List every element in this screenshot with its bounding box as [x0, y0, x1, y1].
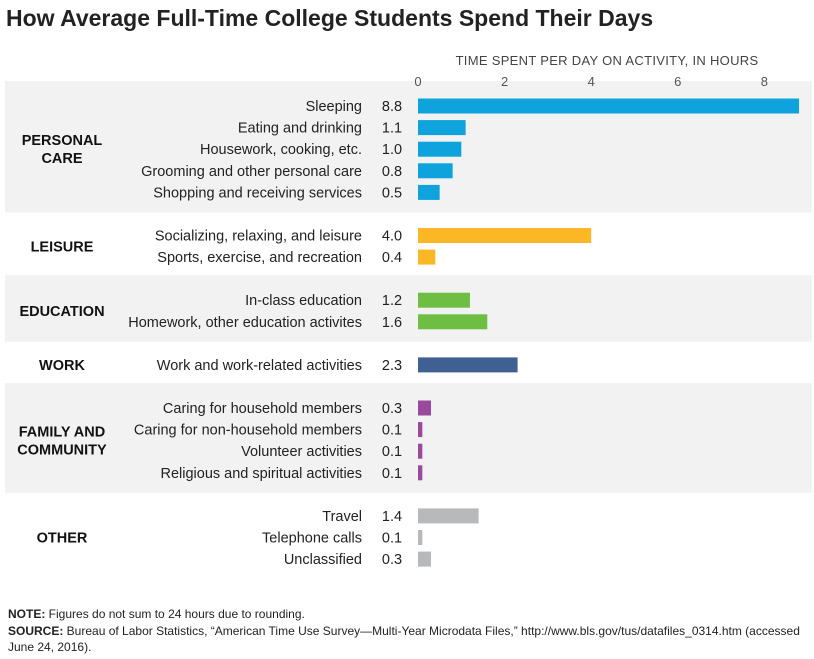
bar: [418, 184, 440, 200]
bar: [418, 443, 423, 459]
bar: [418, 163, 453, 179]
x-tick-label: 8: [761, 74, 768, 89]
note-line: NOTE: Figures do not sum to 24 hours due…: [8, 606, 808, 623]
bar: [418, 314, 488, 330]
value-label: 1.1: [382, 121, 402, 137]
category-label: Homework, other education activites: [128, 315, 362, 331]
chart-title: How Average Full-Time College Students S…: [6, 5, 653, 31]
group-bands: [5, 81, 812, 493]
bar: [418, 292, 470, 308]
value-label: 0.5: [382, 185, 402, 201]
category-label: Caring for household members: [163, 401, 362, 417]
value-label: 1.2: [382, 293, 402, 309]
category-label: Housework, cooking, etc.: [200, 142, 362, 158]
source-text: Bureau of Labor Statistics, “American Ti…: [8, 623, 800, 655]
category-label: Socializing, relaxing, and leisure: [155, 229, 362, 245]
x-axis-ticks: 0 2 4 6 8: [414, 74, 768, 89]
category-label: Grooming and other personal care: [141, 164, 362, 180]
value-label: 2.3: [382, 358, 402, 374]
value-label: 0.8: [382, 164, 402, 180]
group-band: [5, 383, 812, 493]
value-label: 1.6: [382, 315, 402, 331]
group-label: EDUCATION: [19, 304, 104, 320]
group-labels: PERSONAL CARE LEISURE EDUCATION WORK FAMILY A…: [17, 133, 107, 546]
group-label: CARE: [41, 151, 82, 167]
value-label: 8.8: [382, 99, 402, 115]
value-label: 1.4: [382, 509, 402, 525]
chart: How Average Full-Time College Students S…: [5, 5, 812, 568]
bar: [418, 228, 592, 243]
bar: [418, 120, 466, 136]
category-label: Unclassified: [284, 552, 362, 568]
bar: [418, 530, 423, 545]
source-line: SOURCE: Bureau of Labor Statistics, “Ame…: [8, 623, 808, 656]
value-label: 0.1: [382, 444, 402, 460]
bar: [418, 508, 479, 524]
group-label: LEISURE: [31, 239, 94, 255]
group-label: PERSONAL: [22, 133, 103, 149]
group-label: OTHER: [37, 531, 88, 547]
group-band: [5, 275, 812, 342]
category-label: In-class education: [245, 293, 362, 309]
value-label: 0.1: [382, 531, 402, 547]
value-label: 0.1: [382, 423, 402, 439]
source-label: SOURCE:: [8, 623, 64, 638]
category-label: Religious and spiritual activities: [161, 466, 363, 482]
axis-title: TIME SPENT PER DAY ON ACTIVITY, IN HOURS: [456, 53, 759, 68]
category-label: Work and work-related activities: [157, 358, 362, 374]
category-label: Volunteer activities: [241, 444, 362, 460]
category-label: Eating and drinking: [238, 121, 362, 137]
value-label: 0.1: [382, 466, 402, 482]
x-tick-label: 0: [414, 74, 421, 89]
bar: [418, 465, 423, 481]
x-tick-label: 2: [501, 74, 508, 89]
category-label: Shopping and receiving services: [153, 185, 362, 201]
x-tick-label: 6: [674, 74, 681, 89]
value-label: 0.4: [382, 250, 402, 266]
note-text: Figures do not sum to 24 hours due to ro…: [45, 607, 305, 621]
bar-rows: Sleeping 8.8 Eating and drinking 1.1 Housewo…: [128, 98, 800, 568]
value-label: 0.3: [382, 401, 402, 417]
category-label: Caring for non-household members: [134, 423, 362, 439]
category-label: Sleeping: [306, 99, 362, 115]
bar: [418, 551, 431, 567]
category-label: Telephone calls: [262, 531, 362, 547]
category-label: Sports, exercise, and recreation: [157, 250, 362, 266]
bar: [418, 141, 462, 157]
value-label: 0.3: [382, 552, 402, 568]
group-label: WORK: [39, 358, 85, 374]
bar: [418, 400, 431, 416]
bar: [418, 422, 423, 438]
bar: [418, 357, 518, 373]
bar: [418, 249, 436, 265]
value-label: 4.0: [382, 229, 402, 245]
note-label: NOTE:: [8, 607, 46, 621]
group-label: FAMILY AND: [19, 424, 105, 440]
value-label: 1.0: [382, 142, 402, 158]
group-label: COMMUNITY: [17, 442, 107, 458]
category-label: Travel: [322, 509, 362, 525]
footnotes: NOTE: Figures do not sum to 24 hours due…: [8, 606, 808, 656]
x-tick-label: 4: [588, 74, 595, 89]
bar: [418, 98, 800, 114]
